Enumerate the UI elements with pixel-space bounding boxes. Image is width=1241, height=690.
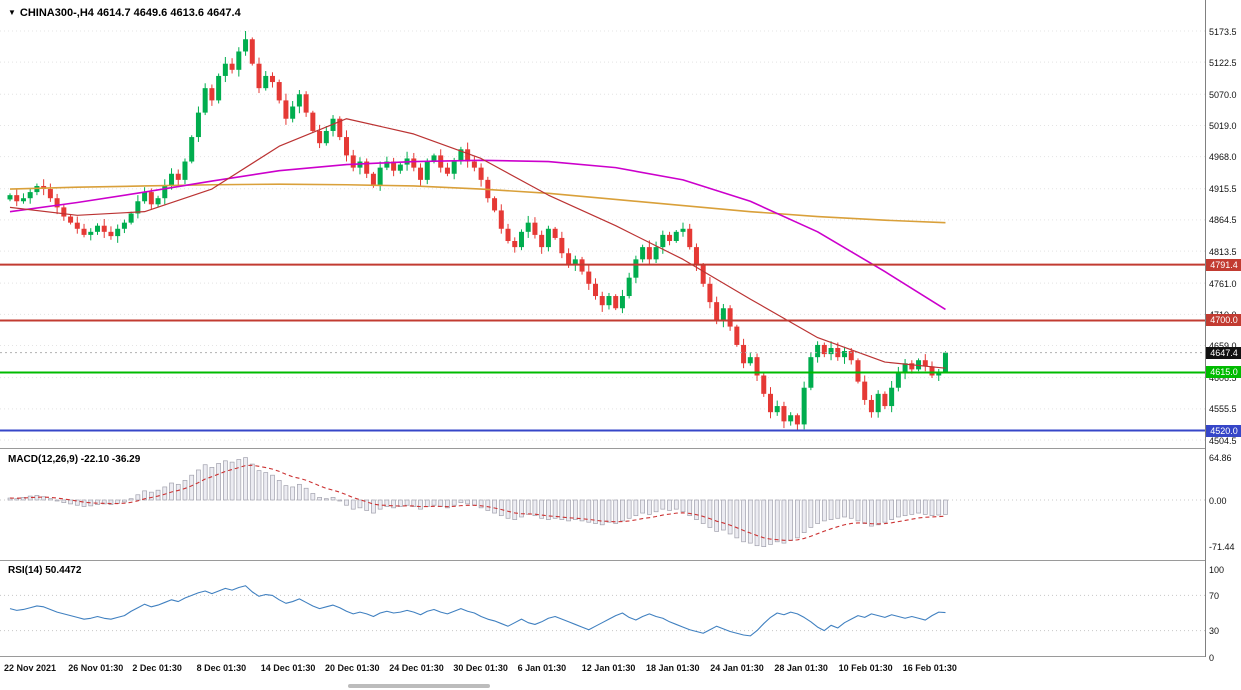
- price-level-badge-4791.4: 4791.4: [1206, 258, 1241, 271]
- chart-title: ▼ CHINA300-,H4 4614.7 4649.6 4613.6 4647…: [8, 7, 241, 19]
- pane-separator-rsi[interactable]: [0, 560, 1241, 561]
- time-axis-separator: [0, 656, 1241, 657]
- time-axis-label: 22 Nov 2021: [4, 663, 57, 673]
- mid-ma-magenta: [9, 159, 946, 311]
- time-axis-label: 30 Dec 01:30: [453, 663, 508, 673]
- price-level-badge-4615.0: 4615.0: [1206, 366, 1241, 379]
- price-axis-tick: 5019.0: [1209, 120, 1237, 131]
- rsi-axis-tick: 0: [1209, 652, 1215, 663]
- price-axis-tick: 4659.0: [1209, 341, 1237, 351]
- rsi-axis-tick: 100: [1209, 564, 1225, 575]
- time-axis-label: 16 Feb 01:30: [902, 663, 957, 673]
- price-axis-tick: 4504.5: [1209, 435, 1237, 446]
- price-chart-canvas[interactable]: [0, 0, 1205, 448]
- macd-signal-line: [9, 464, 946, 541]
- price-axis-tick: 4813.5: [1209, 246, 1237, 257]
- rsi-line: [9, 585, 946, 637]
- price-axis-tick: 5070.0: [1209, 89, 1237, 100]
- macd-axis-tick: 0.00: [1209, 495, 1227, 506]
- time-axis-label: 12 Jan 01:30: [581, 663, 636, 673]
- time-axis-label: 18 Jan 01:30: [646, 663, 700, 673]
- macd-axis-tick: 64.86: [1209, 453, 1232, 464]
- time-axis-label: 8 Dec 01:30: [196, 663, 247, 673]
- fast-ma-red: [9, 118, 946, 369]
- time-axis-label: 20 Dec 01:30: [325, 663, 380, 673]
- time-axis-label: 28 Jan 01:30: [774, 663, 828, 673]
- price-gridlines: [0, 30, 1205, 441]
- slow-ma-orange: [9, 183, 946, 224]
- price-level-badge-4520.0: 4520.0: [1206, 424, 1241, 437]
- macd-label: MACD(12,26,9) -22.10 -36.29: [8, 454, 141, 465]
- price-axis-tick: 5173.5: [1209, 26, 1237, 37]
- time-axis-label: 14 Dec 01:30: [260, 663, 316, 673]
- h-scrollbar-thumb[interactable]: [348, 684, 490, 688]
- price-axis-tick: 5122.5: [1209, 57, 1237, 68]
- price-axis-tick: 4968.0: [1209, 152, 1237, 163]
- price-axis-tick: 4864.5: [1209, 215, 1237, 226]
- price-axis[interactable]: 5173.5 5122.5 5070.0 5019.0 4968.0 4915.5 4864…: [1205, 0, 1241, 663]
- candlesticks: [7, 31, 948, 430]
- macd-histogram: [7, 457, 948, 548]
- time-axis-label: 2 Dec 01:30: [132, 663, 182, 673]
- symbol-ohlc-label: CHINA300-,H4 4614.7 4649.6 4613.6 4647.4: [19, 7, 241, 19]
- price-level-badge-4700.0: 4700.0: [1206, 314, 1241, 327]
- rsi-indicator-canvas[interactable]: [0, 561, 1205, 656]
- price-axis-tick: 4915.5: [1209, 184, 1237, 195]
- rsi-label: RSI(14) 50.4472: [8, 565, 82, 576]
- macd-indicator-canvas[interactable]: [0, 449, 1205, 560]
- time-axis-label: 26 Nov 01:30: [68, 663, 124, 673]
- pane-separator-macd[interactable]: [0, 448, 1241, 449]
- time-axis-label: 24 Jan 01:30: [710, 663, 764, 673]
- rsi-axis-tick: 30: [1209, 626, 1220, 637]
- time-axis[interactable]: 22 Nov 2021 26 Nov 01:30 2 Dec 01:30 8 Dec …: [0, 657, 1241, 690]
- time-axis-label: 6 Jan 01:30: [517, 663, 567, 673]
- time-axis-label: 10 Feb 01:30: [838, 663, 893, 673]
- current-price-badge: 4647.4: [1206, 346, 1241, 359]
- rsi-axis-tick: 70: [1209, 590, 1220, 601]
- price-axis-tick: 4761.0: [1209, 278, 1237, 289]
- time-axis-label: 24 Dec 01:30: [389, 663, 444, 673]
- price-axis-tick: 4555.5: [1209, 404, 1237, 415]
- macd-axis-tick: -71.44: [1209, 542, 1235, 553]
- symbol-dropdown-icon[interactable]: ▼: [8, 8, 16, 17]
